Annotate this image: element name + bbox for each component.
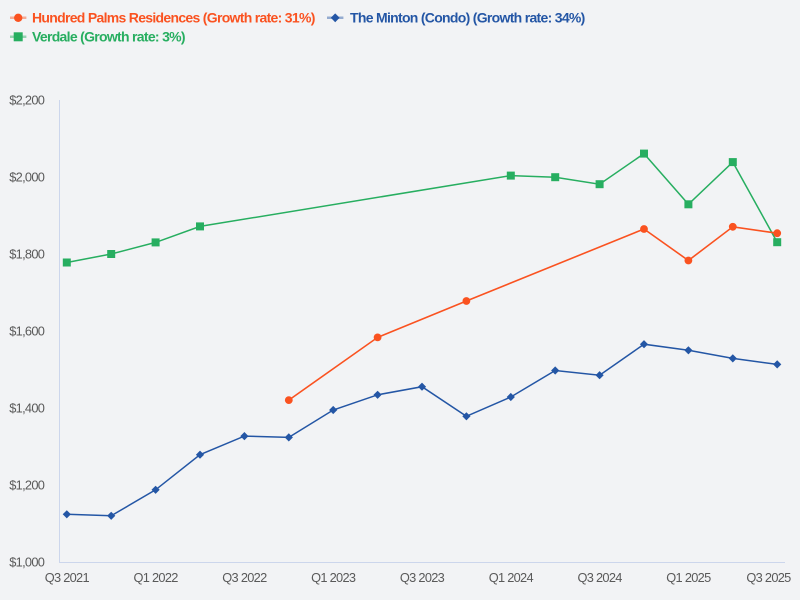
svg-text:$1,400: $1,400 [9,401,45,416]
svg-text:Q3 2024: Q3 2024 [577,570,622,585]
svg-text:$1,800: $1,800 [9,247,45,262]
svg-text:Q3 2021: Q3 2021 [45,570,90,585]
svg-text:$2,000: $2,000 [9,170,45,185]
svg-text:$1,600: $1,600 [9,324,45,339]
svg-text:Q1 2024: Q1 2024 [489,570,534,585]
svg-text:$2,200: $2,200 [9,93,45,108]
svg-text:Q1 2023: Q1 2023 [311,570,356,585]
svg-text:Q3 2022: Q3 2022 [222,570,267,585]
svg-text:$1,200: $1,200 [9,478,45,493]
svg-text:Q1 2025: Q1 2025 [666,570,711,585]
svg-text:$1,000: $1,000 [9,555,45,570]
svg-text:Q3 2023: Q3 2023 [400,570,445,585]
svg-text:The Minton (Condo) (Growth rat: The Minton (Condo) (Growth rate: 34%) [350,10,585,26]
svg-text:Q3 2025: Q3 2025 [746,570,791,585]
svg-text:Q1 2022: Q1 2022 [133,570,178,585]
svg-text:Verdale (Growth rate: 3%): Verdale (Growth rate: 3%) [32,29,185,45]
svg-text:Hundred Palms Residences (Grow: Hundred Palms Residences (Growth rate: 3… [32,10,315,26]
